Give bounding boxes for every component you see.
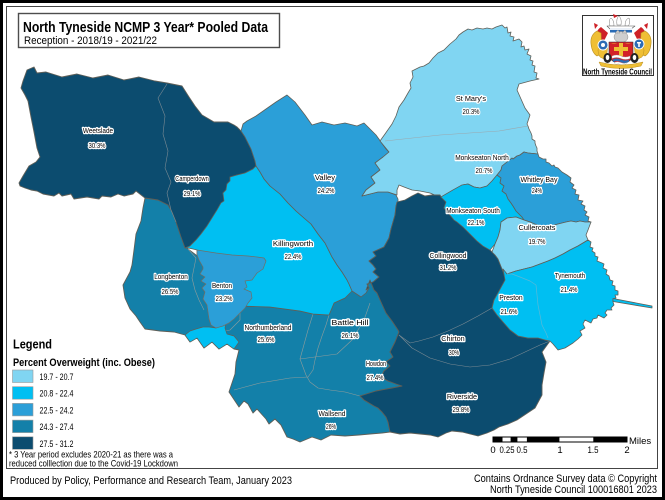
svg-text:0.5: 0.5 <box>517 445 528 456</box>
svg-text:Cullercoats: Cullercoats <box>519 225 556 232</box>
svg-text:Weetslade: Weetslade <box>83 128 113 135</box>
svg-text:Longbenton: Longbenton <box>154 274 188 281</box>
svg-text:30.3%: 30.3% <box>89 143 106 150</box>
svg-text:31.2%: 31.2% <box>440 265 457 272</box>
svg-text:Monkseaton North: Monkseaton North <box>455 155 509 162</box>
svg-text:20.8 - 22.4: 20.8 - 22.4 <box>40 389 74 400</box>
svg-text:Miles: Miles <box>629 436 651 447</box>
svg-text:24.3 - 27.4: 24.3 - 27.4 <box>40 422 74 433</box>
svg-text:reduced colllection due to the: reduced colllection due to the Covid-19 … <box>9 459 178 470</box>
svg-text:23.2%: 23.2% <box>216 296 233 303</box>
svg-text:Valley: Valley <box>315 175 336 182</box>
svg-text:21.4%: 21.4% <box>561 287 578 294</box>
svg-text:St Mary's: St Mary's <box>456 96 487 103</box>
svg-text:Riverside: Riverside <box>447 394 477 401</box>
svg-text:Monkseaton South: Monkseaton South <box>446 208 500 215</box>
svg-text:1: 1 <box>557 445 562 456</box>
svg-text:27.5 - 31.2: 27.5 - 31.2 <box>40 439 74 450</box>
svg-text:26.1%: 26.1% <box>342 333 359 340</box>
svg-text:19.7 - 20.7: 19.7 - 20.7 <box>40 372 74 383</box>
svg-text:22.1%: 22.1% <box>468 220 485 227</box>
svg-text:24.2%: 24.2% <box>318 188 335 195</box>
svg-text:Wallsend: Wallsend <box>319 411 346 418</box>
svg-text:26.5%: 26.5% <box>162 289 179 296</box>
svg-text:North Tyneside Council 1000168: North Tyneside Council 100016801 2023 <box>490 484 657 496</box>
svg-text:0: 0 <box>490 445 495 456</box>
svg-text:Produced by Policy, Performanc: Produced by Policy, Performance and Rese… <box>10 475 292 487</box>
svg-text:25.6%: 25.6% <box>258 337 275 344</box>
svg-text:Chirton: Chirton <box>441 336 464 343</box>
svg-text:Contains Ordnance Survey data: Contains Ordnance Survey data © Copyrigh… <box>474 473 657 485</box>
svg-text:24%: 24% <box>532 188 542 195</box>
svg-text:Benton: Benton <box>212 283 232 290</box>
svg-text:Reception - 2018/19 - 2021/22: Reception - 2018/19 - 2021/22 <box>24 35 157 47</box>
svg-text:Collingwood: Collingwood <box>430 253 467 260</box>
svg-text:Preston: Preston <box>499 295 523 302</box>
svg-text:29.8%: 29.8% <box>453 407 470 414</box>
svg-text:Legend: Legend <box>13 337 52 352</box>
svg-text:Tynemouth: Tynemouth <box>555 273 585 280</box>
svg-text:1.5: 1.5 <box>588 445 599 456</box>
svg-text:North Tyneside Council: North Tyneside Council <box>583 68 652 77</box>
svg-text:2: 2 <box>624 445 629 456</box>
svg-text:Percent Overweight (inc. Obese: Percent Overweight (inc. Obese) <box>13 357 155 369</box>
svg-text:* 3 Year period excludes 2020-: * 3 Year period excludes 2020-21 as ther… <box>9 450 174 461</box>
svg-text:Camperdown: Camperdown <box>175 176 209 183</box>
svg-text:Whitley Bay: Whitley Bay <box>521 177 558 184</box>
svg-text:Howdon: Howdon <box>366 361 386 368</box>
svg-text:26%: 26% <box>326 424 336 431</box>
svg-text:Battle Hill: Battle Hill <box>332 320 369 327</box>
svg-text:21.6%: 21.6% <box>501 309 518 316</box>
svg-text:North Tyneside NCMP 3 Year* Po: North Tyneside NCMP 3 Year* Pooled Data <box>23 19 269 36</box>
svg-text:30%: 30% <box>449 350 459 357</box>
svg-text:0.25: 0.25 <box>500 445 515 456</box>
svg-text:Northumberland: Northumberland <box>245 325 292 332</box>
svg-text:20.3%: 20.3% <box>463 109 480 116</box>
svg-text:29.1%: 29.1% <box>184 191 201 198</box>
svg-text:22.4%: 22.4% <box>285 254 302 261</box>
svg-text:27.4%: 27.4% <box>367 375 384 382</box>
svg-text:Killingworth: Killingworth <box>273 241 313 248</box>
svg-text:20.7%: 20.7% <box>476 168 493 175</box>
svg-text:19.7%: 19.7% <box>529 239 546 246</box>
svg-text:22.5 - 24.2: 22.5 - 24.2 <box>40 405 74 416</box>
